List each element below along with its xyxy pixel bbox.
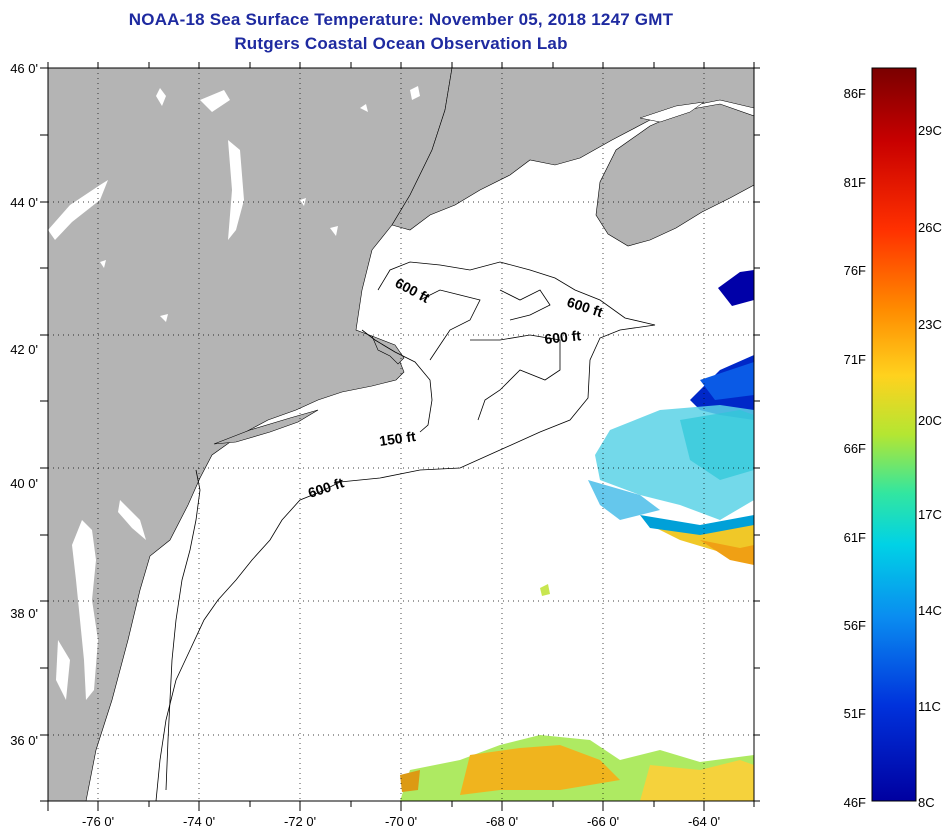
lat-label: 46 0' [10, 61, 38, 76]
contour-label: 150 ft [378, 428, 417, 449]
lon-labels: -76 0' -74 0' -72 0' -70 0' -68 0' -66 0… [82, 814, 720, 829]
contour-600ft [155, 261, 656, 801]
colorbar-f-label: 61F [844, 530, 866, 545]
lon-label: -74 0' [183, 814, 215, 829]
gulf-coast [391, 68, 754, 231]
colorbar-c-label: 26C [918, 220, 942, 235]
lat-label: 42 0' [10, 342, 38, 357]
contour-150ft [361, 329, 433, 433]
colorbar-c-label: 23C [918, 317, 942, 332]
inland-lakes [48, 86, 420, 322]
temperature-colorbar: 86F 81F 76F 71F 66F 61F 56F 51F 46F 29C … [844, 67, 942, 810]
lat-label: 40 0' [10, 476, 38, 491]
colorbar-f-label: 46F [844, 795, 866, 810]
lon-label: -68 0' [486, 814, 518, 829]
colorbar-c-label: 20C [918, 413, 942, 428]
axis-ticks [40, 62, 760, 811]
nova-scotia [595, 103, 754, 247]
bathymetry-contours [155, 261, 656, 801]
colorbar-f-label: 76F [844, 263, 866, 278]
long-island [213, 409, 319, 445]
fahrenheit-labels: 86F 81F 76F 71F 66F 61F 56F 51F 46F [844, 86, 866, 810]
colorbar-f-label: 71F [844, 352, 866, 367]
lon-label: -76 0' [82, 814, 114, 829]
lat-labels: 46 0' 44 0' 42 0' 40 0' 38 0' 36 0' [10, 61, 38, 748]
lon-label: -66 0' [587, 814, 619, 829]
lat-label: 44 0' [10, 195, 38, 210]
colorbar-c-label: 29C [918, 123, 942, 138]
colorbar-f-label: 51F [844, 706, 866, 721]
map-subtitle: Rutgers Coastal Ocean Observation Lab [234, 34, 568, 53]
contour-label: 600 ft [544, 327, 582, 347]
colorbar-c-label: 17C [918, 507, 942, 522]
pei-island [639, 101, 705, 123]
lon-label: -64 0' [688, 814, 720, 829]
lon-label: -72 0' [284, 814, 316, 829]
coastal-bays [56, 500, 146, 700]
colorbar-f-label: 81F [844, 175, 866, 190]
colorbar-c-label: 14C [918, 603, 942, 618]
lat-label: 38 0' [10, 606, 38, 621]
colorbar-gradient [871, 67, 917, 802]
colorbar-f-label: 66F [844, 441, 866, 456]
celsius-labels: 29C 26C 23C 20C 17C 14C 11C 8C [918, 123, 942, 810]
sst-data [400, 270, 754, 801]
colorbar-f-label: 86F [844, 86, 866, 101]
lat-lon-grid [48, 68, 754, 801]
map-title: NOAA-18 Sea Surface Temperature: Novembe… [128, 10, 674, 29]
colorbar-c-label: 8C [918, 795, 935, 810]
colorbar-c-label: 11C [918, 699, 941, 714]
colorbar-f-label: 56F [844, 618, 866, 633]
lon-label: -70 0' [385, 814, 417, 829]
lat-label: 36 0' [10, 733, 38, 748]
